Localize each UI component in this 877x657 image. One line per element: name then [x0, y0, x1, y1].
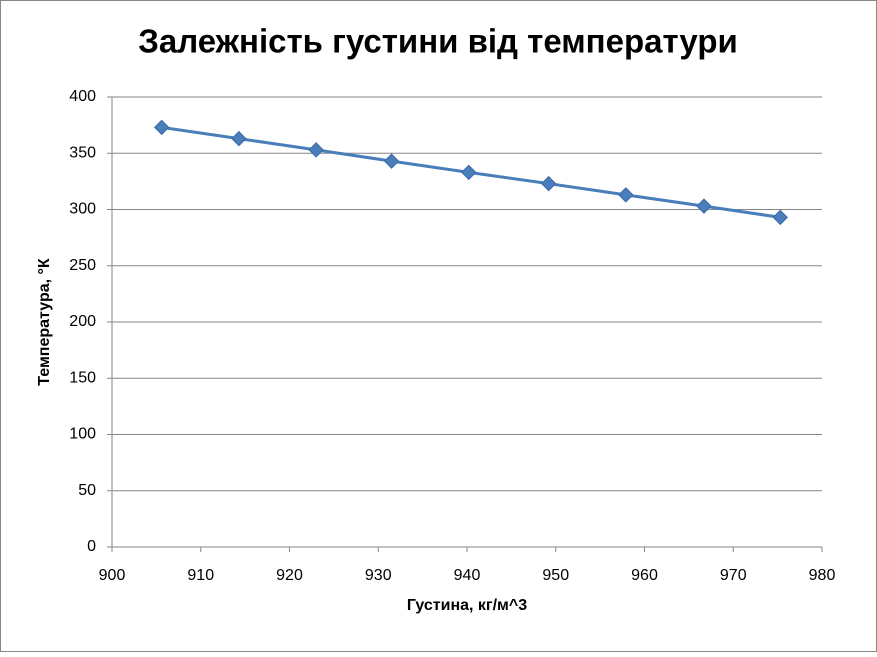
y-tick-label: 50 — [78, 482, 96, 499]
data-marker — [383, 153, 400, 169]
x-tick-label: 950 — [542, 567, 569, 584]
x-tick-label: 900 — [99, 567, 126, 584]
x-tick-label: 960 — [631, 567, 658, 584]
data-marker — [618, 187, 634, 203]
chart-title: Залежність густини від температури — [138, 23, 738, 60]
data-marker — [540, 175, 557, 192]
y-tick-label: 400 — [69, 88, 96, 105]
x-tick-label: 940 — [454, 567, 481, 584]
data-marker — [231, 130, 247, 147]
data-marker — [461, 164, 477, 181]
y-tick-label: 150 — [69, 369, 96, 386]
y-tick-label: 200 — [69, 313, 96, 330]
data-marker — [772, 209, 788, 226]
y-axis-label: Температура, °К — [36, 258, 53, 386]
y-tick-label: 0 — [87, 538, 96, 555]
y-tick-label: 250 — [69, 257, 96, 274]
y-tick-label: 100 — [69, 426, 96, 443]
data-marker — [153, 119, 170, 136]
y-tick-label: 350 — [69, 144, 96, 161]
y-tick-label: 300 — [69, 201, 96, 218]
x-tick-label: 970 — [720, 567, 747, 584]
x-axis-label: Густина, кг/м^3 — [407, 597, 527, 614]
x-tick-label: 980 — [809, 567, 836, 584]
data-marker — [308, 142, 324, 158]
x-tick-label: 930 — [365, 567, 392, 584]
x-tick-label: 910 — [187, 567, 214, 584]
x-tick-label: 920 — [276, 567, 303, 584]
data-marker — [696, 198, 712, 214]
